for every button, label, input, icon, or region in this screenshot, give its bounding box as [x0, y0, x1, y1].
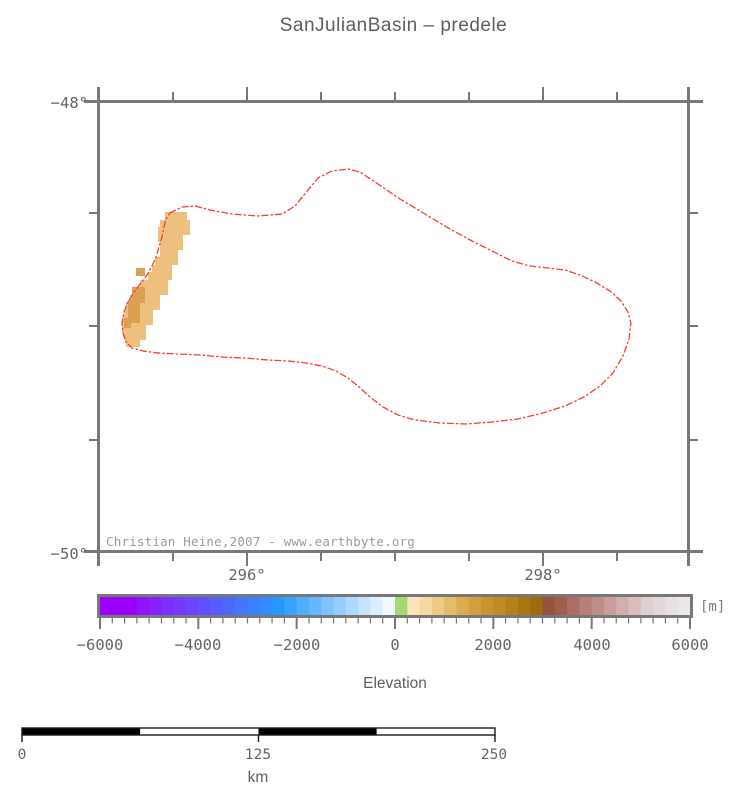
lat-label-top: −48° — [50, 94, 88, 112]
colorbar-gradient — [100, 597, 691, 615]
lon-label-298: 298° — [524, 566, 562, 584]
cbar-tick-label: 2000 — [474, 636, 512, 654]
map-frame — [97, 100, 690, 553]
frame-ticks — [89, 87, 698, 566]
cbar-tick-label: 4000 — [573, 636, 611, 654]
cbar-tick-label: −2000 — [273, 636, 321, 654]
scalebar-label-0: 0 — [17, 747, 27, 763]
elevation-raster-light — [122, 212, 190, 347]
basin-outline — [121, 168, 632, 425]
scalebar-label-250: 250 — [480, 747, 508, 763]
colorbar-axis-label: Elevation — [363, 675, 427, 692]
lon-label-296: 296° — [228, 566, 266, 584]
colorbar-ticks — [99, 618, 691, 629]
lat-label-bottom: −50° — [50, 545, 88, 563]
cbar-tick-label: −4000 — [174, 636, 222, 654]
cbar-tick-label: 0 — [390, 636, 400, 654]
frame-corner-ticks — [84, 87, 703, 566]
colorbar-frame — [97, 594, 693, 618]
scalebar-segments — [22, 728, 495, 735]
cbar-tick-label: −6000 — [76, 636, 124, 654]
cbar-tick-label: 6000 — [671, 636, 709, 654]
scalebar-ticks — [21, 735, 496, 742]
scalebar-unit-label: km — [247, 769, 269, 786]
colorbar-unit-label: [m] — [700, 599, 726, 615]
copyright-text: Christian Heine,2007 - www.earthbyte.org — [106, 534, 416, 549]
scalebar-label-125: 125 — [244, 747, 272, 763]
figure-title: SanJulianBasin – predele — [279, 15, 508, 36]
